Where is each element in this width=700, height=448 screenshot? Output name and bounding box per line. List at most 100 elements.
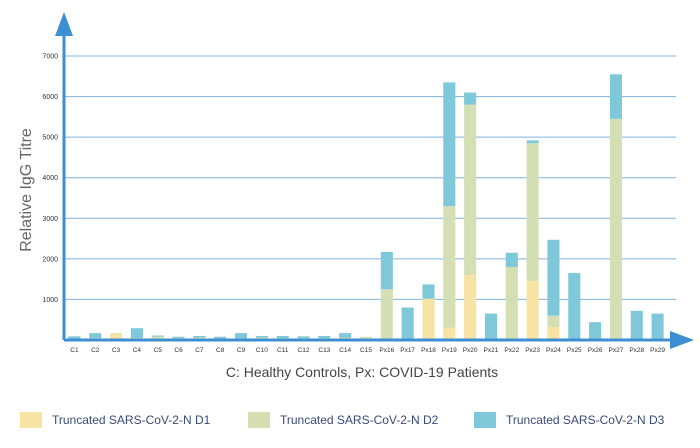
y-tick-label: 4000 bbox=[42, 175, 58, 182]
x-axis-arrow bbox=[670, 331, 694, 349]
x-tick-label: C6 bbox=[174, 347, 183, 354]
bar-px19-d1 bbox=[443, 327, 456, 340]
bar-px20-d3 bbox=[464, 92, 477, 105]
bar-px22-d3 bbox=[505, 252, 518, 267]
bar-px24-d3 bbox=[547, 239, 560, 316]
bar-c7-d2 bbox=[193, 337, 206, 339]
x-axis-label: C: Healthy Controls, Px: COVID-19 Patien… bbox=[226, 364, 498, 380]
y-tick-label: 7000 bbox=[42, 54, 58, 61]
legend: Truncated SARS-CoV-2-N D1 Truncated SARS… bbox=[0, 412, 700, 442]
bar-c7-d3 bbox=[193, 335, 206, 338]
x-tick-label: C5 bbox=[154, 347, 163, 354]
x-tick-label: Px26 bbox=[588, 347, 603, 354]
bar-px26-d3 bbox=[589, 322, 602, 340]
bars bbox=[68, 74, 664, 341]
bar-c5-d2 bbox=[151, 336, 164, 338]
bar-px23-d3 bbox=[526, 140, 539, 144]
y-tick-label: 2000 bbox=[42, 256, 58, 263]
x-tick-label: Px25 bbox=[567, 347, 582, 354]
x-tick-label: C4 bbox=[133, 347, 142, 354]
x-tick-label: Px16 bbox=[379, 347, 394, 354]
legend-item-d3: Truncated SARS-CoV-2-N D3 bbox=[474, 412, 664, 428]
bar-px19-d2 bbox=[443, 206, 456, 328]
y-tick-labels: 1000 2000 3000 4000 5000 6000 7000 bbox=[42, 54, 58, 304]
axes bbox=[55, 12, 694, 349]
bar-c2-d3 bbox=[89, 333, 102, 338]
y-axis-label: Relative IgG Titre bbox=[18, 128, 35, 252]
bar-c14-d2 bbox=[339, 337, 352, 339]
bar-px17-d3 bbox=[401, 307, 414, 340]
x-tick-label: C15 bbox=[360, 347, 372, 354]
legend-swatch-d2 bbox=[248, 412, 270, 428]
legend-label-d1: Truncated SARS-CoV-2-N D1 bbox=[52, 413, 211, 427]
bar-px18-d1 bbox=[422, 298, 435, 340]
bar-c9-d3 bbox=[234, 333, 248, 339]
bar-c3-d1 bbox=[110, 333, 123, 340]
legend-label-d2: Truncated SARS-CoV-2-N D2 bbox=[280, 413, 439, 427]
x-tick-label: C11 bbox=[277, 347, 289, 354]
x-tick-label: C9 bbox=[237, 347, 246, 354]
bar-c12-d3 bbox=[297, 336, 310, 338]
x-tick-label: C10 bbox=[256, 347, 268, 354]
legend-swatch-d3 bbox=[474, 412, 496, 428]
y-tick-label: 6000 bbox=[42, 94, 58, 101]
bar-c10-d2 bbox=[255, 337, 268, 339]
x-tick-label: Px19 bbox=[442, 347, 457, 354]
bar-px16-d2 bbox=[380, 289, 393, 340]
bar-px22-d2 bbox=[505, 266, 518, 340]
x-tick-label: C3 bbox=[112, 347, 121, 354]
bar-c10-d3 bbox=[255, 335, 268, 338]
bar-px16-d3 bbox=[380, 251, 393, 290]
bar-px28-d3 bbox=[630, 310, 643, 340]
bar-c3-d2 bbox=[110, 333, 123, 334]
bar-px18-d3 bbox=[422, 284, 435, 299]
bar-px24-d1 bbox=[547, 327, 560, 340]
bar-px23-d1 bbox=[526, 281, 539, 340]
x-tick-label: C2 bbox=[91, 347, 100, 354]
x-tick-label: Px21 bbox=[484, 347, 499, 354]
y-axis-arrow bbox=[55, 12, 73, 36]
bar-c15-d2 bbox=[359, 336, 373, 338]
y-tick-label: 5000 bbox=[42, 135, 58, 142]
bar-c4-d3 bbox=[130, 328, 143, 338]
x-tick-label: C1 bbox=[70, 347, 79, 354]
bar-c11-d3 bbox=[276, 335, 289, 338]
bar-px29-d3 bbox=[651, 313, 664, 340]
bar-px19-d3 bbox=[443, 82, 456, 207]
x-tick-label: C7 bbox=[195, 347, 204, 354]
x-tick-label: Px24 bbox=[546, 347, 561, 354]
bar-c6-d2 bbox=[172, 337, 185, 339]
x-tick-label: Px22 bbox=[504, 347, 519, 354]
bar-c14-d3 bbox=[339, 333, 352, 338]
x-tick-label: Px28 bbox=[629, 347, 644, 354]
bar-c6-d3 bbox=[172, 336, 185, 338]
x-tick-label: Px29 bbox=[650, 347, 665, 354]
bar-px25-d3 bbox=[568, 273, 581, 340]
bar-c13-d3 bbox=[318, 335, 331, 338]
x-tick-label: Px18 bbox=[421, 347, 436, 354]
x-tick-label: Px23 bbox=[525, 347, 540, 354]
legend-item-d2: Truncated SARS-CoV-2-N D2 bbox=[248, 412, 438, 428]
bar-px27-d3 bbox=[609, 74, 622, 119]
legend-item-d1: Truncated SARS-CoV-2-N D1 bbox=[20, 412, 210, 428]
gridlines bbox=[64, 55, 676, 300]
bar-c1-d3 bbox=[68, 336, 81, 339]
x-tick-labels: C1 C2 C3 C4 C5 C6 C7 C8 C9 C10 C11 C12 C13 C14 C15 Px16… bbox=[70, 347, 665, 354]
y-tick-label: 1000 bbox=[42, 297, 58, 304]
x-tick-label: Px17 bbox=[400, 347, 415, 354]
x-tick-label: Px27 bbox=[609, 347, 624, 354]
bar-px23-d2 bbox=[526, 143, 539, 282]
bar-px21-d3 bbox=[484, 313, 498, 340]
x-tick-label: C8 bbox=[216, 347, 225, 354]
bar-px27-d2 bbox=[609, 118, 622, 340]
bar-c8-d3 bbox=[214, 336, 227, 339]
y-tick-label: 3000 bbox=[42, 216, 58, 223]
x-tick-label: C13 bbox=[318, 347, 330, 354]
bar-px20-d1 bbox=[464, 275, 477, 340]
x-tick-label: C14 bbox=[339, 347, 351, 354]
bar-c5-d3 bbox=[151, 335, 164, 337]
legend-label-d3: Truncated SARS-CoV-2-N D3 bbox=[506, 413, 665, 427]
x-tick-label: Px20 bbox=[463, 347, 478, 354]
x-tick-label: C12 bbox=[298, 347, 310, 354]
